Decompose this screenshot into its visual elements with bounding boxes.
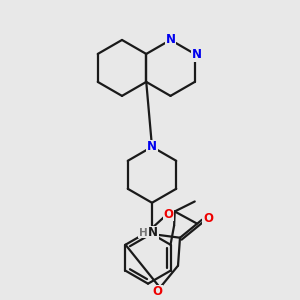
Text: N: N	[148, 226, 158, 239]
Text: N: N	[192, 48, 202, 62]
Text: O: O	[203, 212, 213, 225]
Text: N: N	[147, 140, 157, 153]
Text: O: O	[152, 285, 162, 298]
Text: N: N	[166, 34, 176, 46]
Text: O: O	[164, 208, 174, 221]
Text: H: H	[139, 228, 147, 238]
